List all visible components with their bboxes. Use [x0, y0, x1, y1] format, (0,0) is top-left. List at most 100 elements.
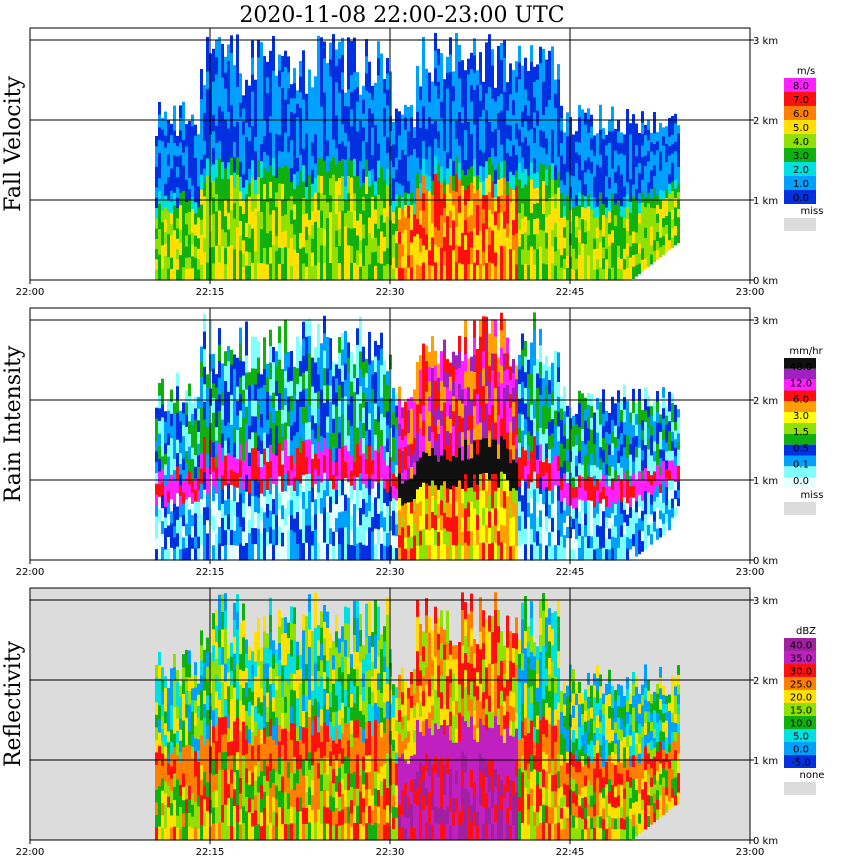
- echo-cell: [215, 374, 218, 388]
- echo-cell: [623, 165, 626, 177]
- echo-cell: [419, 428, 422, 444]
- echo-cell: [641, 259, 644, 272]
- echo-cell: [338, 544, 341, 561]
- echo-cell: [632, 510, 635, 523]
- echo-cell: [647, 503, 650, 515]
- echo-cell: [323, 211, 326, 230]
- echo-cell: [500, 348, 503, 367]
- echo-cell: [638, 243, 641, 255]
- echo-cell: [296, 158, 299, 173]
- echo-cell: [347, 451, 350, 468]
- echo-cell: [449, 262, 452, 281]
- echo-cell: [407, 255, 410, 269]
- echo-cell: [413, 247, 416, 259]
- echo-cell: [488, 511, 491, 529]
- echo-cell: [245, 208, 248, 224]
- echo-cell: [587, 536, 590, 549]
- echo-cell: [629, 235, 632, 247]
- echo-cell: [611, 536, 614, 549]
- echo-cell: [668, 460, 671, 472]
- echo-cell: [350, 411, 353, 427]
- echo-cell: [602, 413, 605, 427]
- echo-cell: [644, 155, 647, 167]
- echo-cell: [467, 264, 470, 281]
- echo-cell: [323, 177, 326, 196]
- echo-cell: [167, 188, 170, 201]
- echo-cell: [164, 255, 167, 269]
- echo-cell: [446, 168, 449, 185]
- echo-cell: [182, 101, 185, 115]
- echo-cell: [170, 123, 173, 136]
- echo-cell: [158, 267, 161, 281]
- echo-cell: [275, 148, 278, 164]
- echo-cell: [632, 497, 635, 511]
- echo-cell: [593, 238, 596, 250]
- echo-cell: [278, 509, 281, 528]
- echo-cell: [320, 420, 323, 437]
- echo-cell: [563, 248, 566, 260]
- echo-cell: [425, 68, 428, 85]
- echo-cell: [290, 126, 293, 141]
- echo-cell: [161, 175, 164, 189]
- echo-cell: [434, 350, 437, 367]
- echo-cell: [467, 169, 470, 186]
- echo-cell: [200, 234, 203, 251]
- echo-cell: [656, 168, 659, 179]
- echo-cell: [662, 181, 665, 192]
- echo-cell: [518, 263, 521, 281]
- legend-label: 7.0: [793, 95, 809, 106]
- echo-cell: [299, 452, 302, 469]
- echo-cell: [449, 419, 452, 434]
- echo-cell: [182, 216, 185, 230]
- echo-cell: [359, 421, 362, 439]
- echo-cell: [602, 535, 605, 549]
- x-tick-label: 23:00: [736, 287, 765, 298]
- echo-cell: [581, 121, 584, 135]
- echo-cell: [368, 364, 371, 382]
- echo-cell: [395, 512, 398, 525]
- echo-cell: [278, 70, 281, 88]
- echo-cell: [611, 548, 614, 561]
- echo-cell: [584, 409, 587, 422]
- echo-cell: [599, 435, 602, 448]
- echo-cell: [239, 443, 242, 461]
- echo-cell: [242, 148, 245, 162]
- echo-cell: [650, 198, 653, 209]
- echo-cell: [341, 333, 344, 350]
- echo-cell: [611, 218, 614, 231]
- echo-cell: [440, 366, 443, 382]
- echo-cell: [374, 223, 377, 239]
- echo-cell: [476, 484, 479, 501]
- echo-cell: [254, 136, 257, 152]
- echo-cell: [467, 137, 470, 155]
- echo-cell: [164, 528, 167, 540]
- echo-cell: [620, 490, 623, 503]
- echo-cell: [260, 400, 263, 415]
- echo-cell: [497, 502, 500, 518]
- echo-cell: [356, 101, 359, 118]
- echo-cell: [443, 208, 446, 224]
- echo-cell: [674, 132, 677, 143]
- echo-cell: [482, 195, 485, 210]
- echo-cell: [353, 504, 356, 519]
- echo-cell: [563, 142, 566, 154]
- echo-cell: [614, 269, 617, 281]
- echo-cell: [464, 354, 467, 372]
- echo-cell: [611, 118, 614, 132]
- echo-cell: [425, 422, 428, 439]
- echo-cell: [476, 364, 479, 380]
- echo-cell: [167, 120, 170, 132]
- echo-cell: [542, 148, 545, 166]
- echo-cell: [431, 384, 434, 401]
- echo-cell: [620, 227, 623, 239]
- echo-cell: [461, 138, 464, 155]
- echo-cell: [377, 41, 380, 59]
- echo-cell: [182, 190, 185, 205]
- echo-cell: [593, 423, 596, 435]
- echo-cell: [617, 142, 620, 155]
- legend-label: 1.5: [793, 427, 809, 438]
- echo-cell: [182, 447, 185, 460]
- echo-cell: [374, 195, 377, 211]
- echo-cell: [614, 492, 617, 505]
- echo-cell: [518, 162, 521, 181]
